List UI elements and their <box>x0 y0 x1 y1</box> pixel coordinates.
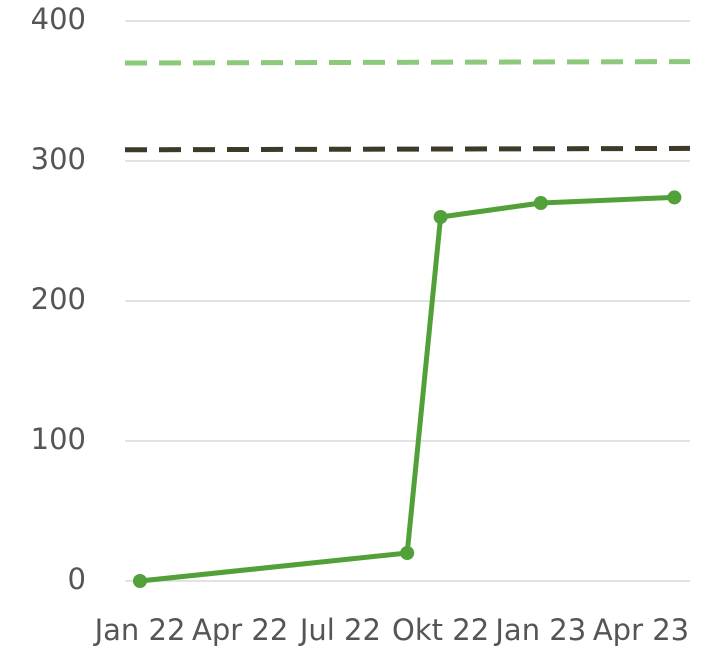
series-line <box>139 194 675 584</box>
y-tick-label: 100 <box>31 422 86 456</box>
reference-line <box>124 145 691 153</box>
reference-line <box>124 59 691 66</box>
point <box>667 190 682 205</box>
point <box>400 546 415 560</box>
y-tick-label: 0 <box>68 562 86 596</box>
point <box>133 574 147 588</box>
x-tick-label: Jul 22 <box>298 613 381 647</box>
x-tick-label: Jan 22 <box>93 613 186 647</box>
y-tick-label: 400 <box>31 2 86 36</box>
x-tick-label: Okt 22 <box>392 613 489 647</box>
y-tick-label: 200 <box>31 282 86 316</box>
y-tick-label: 300 <box>31 142 86 176</box>
point <box>433 210 448 224</box>
x-tick-label: Apr 22 <box>192 613 288 647</box>
point <box>533 196 548 210</box>
x-tick-label: Jan 23 <box>493 613 586 647</box>
x-tick-label: Apr 23 <box>593 613 689 647</box>
